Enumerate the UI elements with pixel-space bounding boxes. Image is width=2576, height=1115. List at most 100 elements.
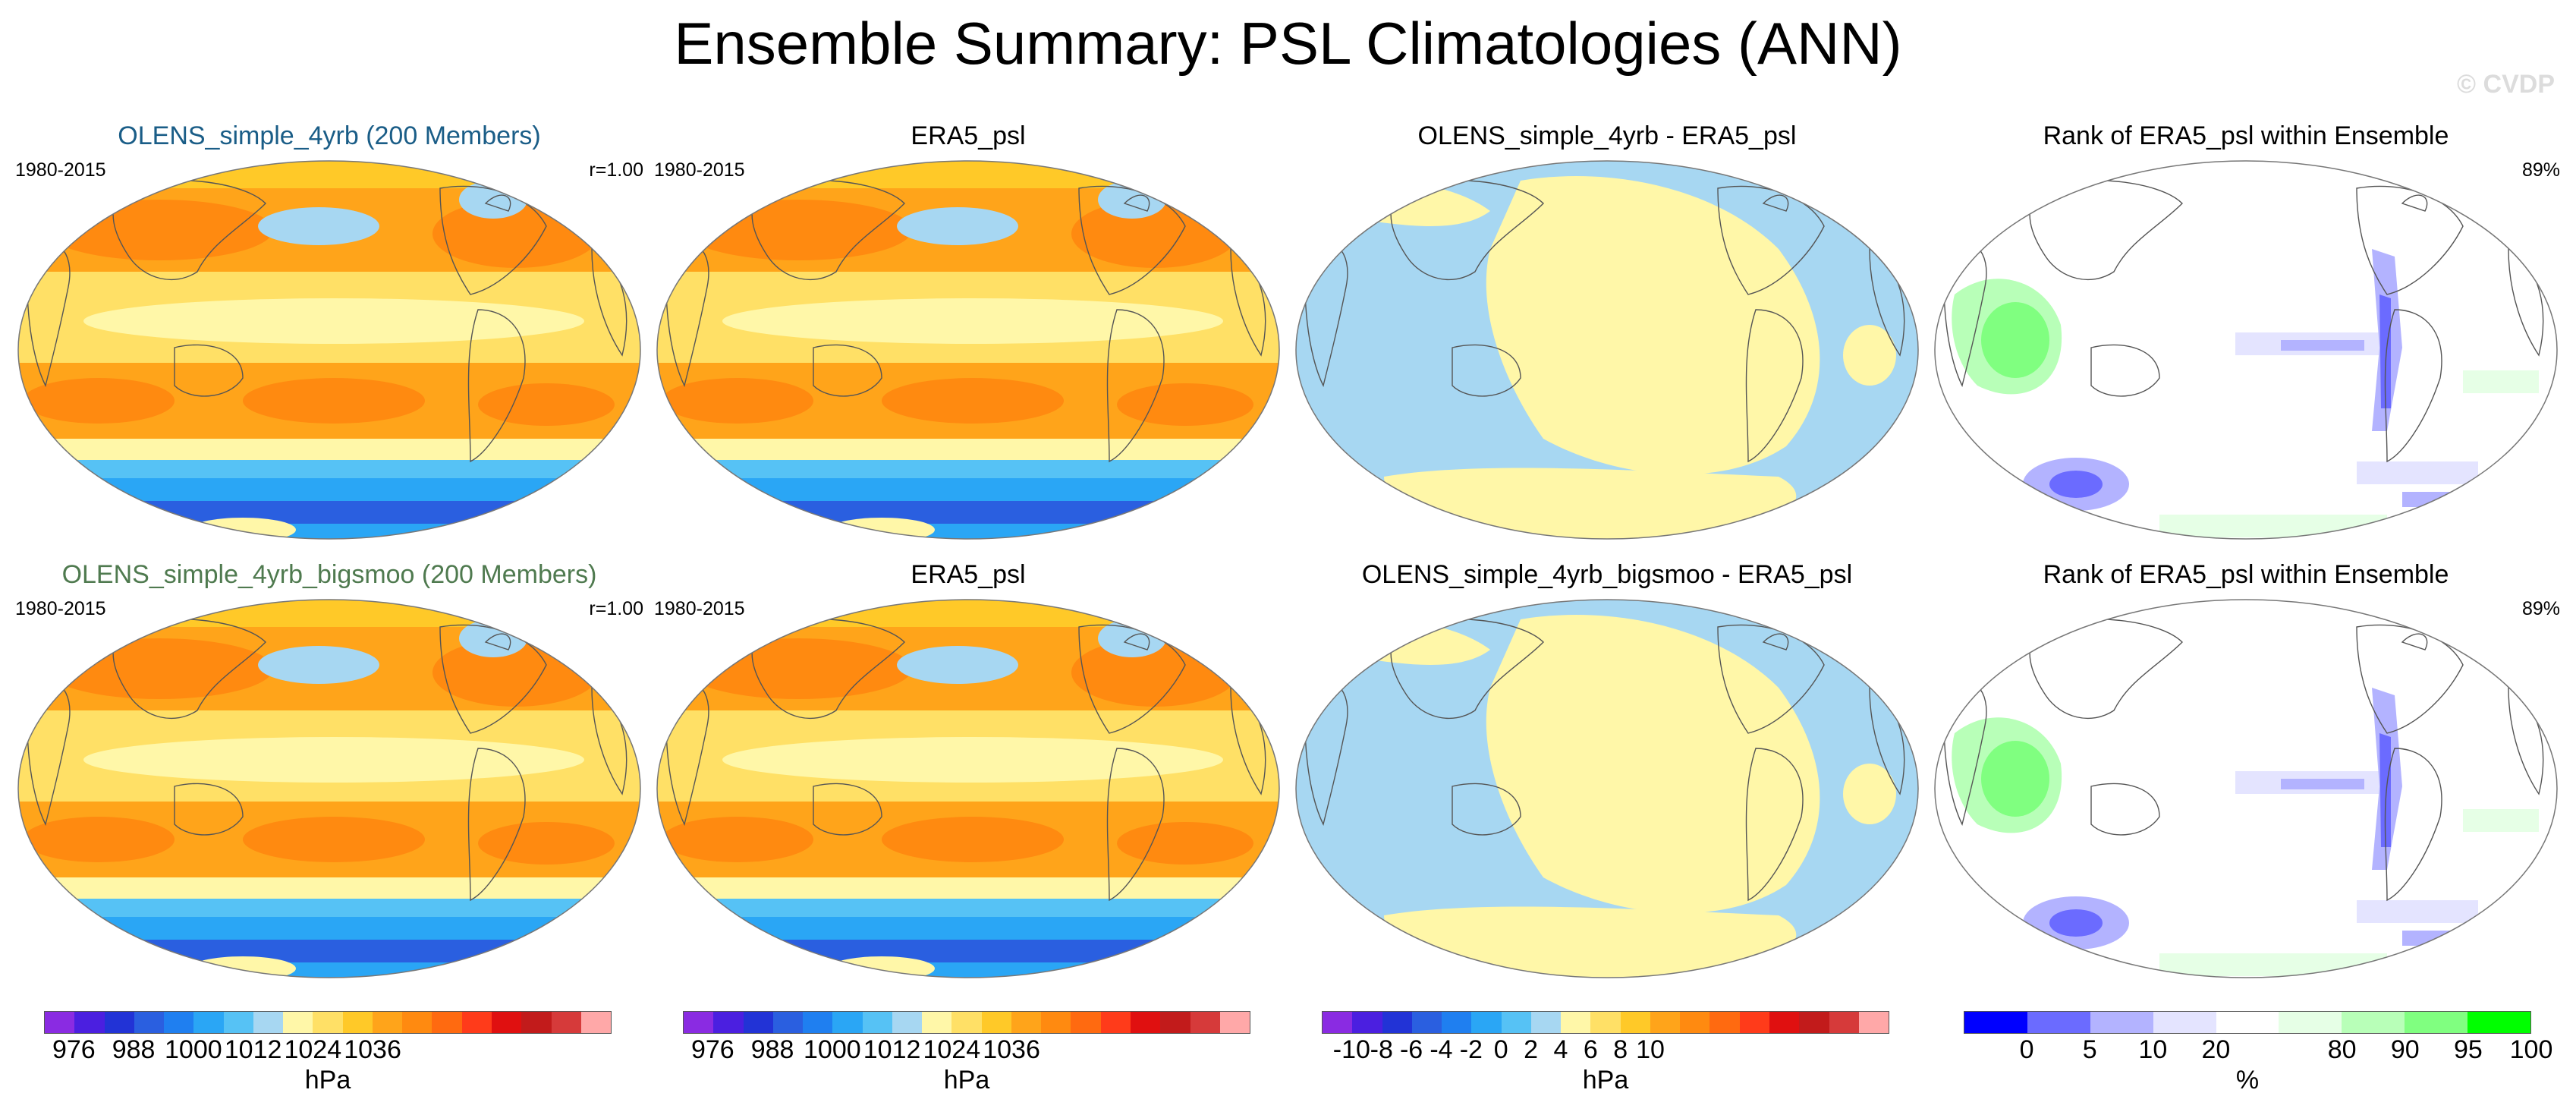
panel-title-r1c4: Rank of ERA5_psl within Ensemble <box>2043 121 2449 150</box>
colorbar-tick-label: 0 <box>1493 1035 1508 1064</box>
map-panel-r1c4 <box>1934 160 2558 540</box>
colorbar-swatch <box>74 1012 105 1033</box>
colorbar-swatch <box>1530 1012 1562 1033</box>
colorbar-tick-label: 1036 <box>983 1035 1040 1064</box>
colorbar-swatches <box>44 1011 612 1034</box>
colorbar-ticks: 0 5 10 20 80 90 95 100 <box>1964 1034 2553 1064</box>
colorbar-tick-label: 1036 <box>344 1035 401 1064</box>
colorbar-swatch <box>892 1012 923 1033</box>
colorbar-swatch <box>342 1012 373 1033</box>
colorbar-swatch <box>803 1012 833 1033</box>
colorbar-swatch <box>1561 1012 1591 1033</box>
colorbar-swatch <box>862 1012 892 1033</box>
colorbar-tick-label: 0 <box>2019 1035 2034 1064</box>
colorbar-swatch <box>2405 1012 2468 1033</box>
colorbar-swatch <box>134 1012 165 1033</box>
map-panel-r2c1 <box>17 599 641 978</box>
colorbar-swatch <box>1501 1012 1531 1033</box>
colorbar-swatch <box>491 1012 522 1033</box>
panel-stat-r2c4: 89% <box>2521 598 2560 619</box>
colorbar-swatch <box>1219 1012 1250 1033</box>
colorbar-tick-label: -10 <box>1332 1035 1370 1064</box>
panel-title-r1c3: OLENS_simple_4yrb - ERA5_psl <box>1417 121 1797 150</box>
colorbar-swatch <box>164 1012 194 1033</box>
colorbar-swatch <box>283 1012 313 1033</box>
colorbar-tick-label: 4 <box>1553 1035 1568 1064</box>
colorbar-swatch <box>684 1012 714 1033</box>
colorbar-swatch <box>223 1012 253 1033</box>
colorbar-swatch <box>951 1012 982 1033</box>
colorbar-tick-label: 1024 <box>923 1035 981 1064</box>
colorbar-swatch <box>1471 1012 1502 1033</box>
colorbar-swatch <box>1411 1012 1442 1033</box>
colorbar-3: -10 -8 -6 -4 -2 0 2 4 6 8 10 hPa <box>1322 1011 1889 1095</box>
colorbar-tick-label: 10 <box>2138 1035 2168 1064</box>
colorbar-tick-label: -6 <box>1399 1035 1423 1064</box>
colorbar-swatch <box>1100 1012 1131 1033</box>
colorbar-swatch <box>1442 1012 1472 1033</box>
panel-stat-r1c1: r=1.00 <box>589 159 643 181</box>
colorbar-swatch <box>1799 1012 1829 1033</box>
colorbar-swatch <box>1160 1012 1190 1033</box>
colorbar-swatch <box>1650 1012 1681 1033</box>
colorbar-swatch <box>1041 1012 1071 1033</box>
panel-period-r2c2: 1980-2015 <box>654 598 745 619</box>
colorbar-swatch <box>45 1012 75 1033</box>
colorbar-swatch <box>521 1012 552 1033</box>
colorbar-swatch <box>1739 1012 1769 1033</box>
colorbar-1: 976 988 1000 1012 1024 1036 hPa <box>44 1011 612 1095</box>
colorbar-ticks: 976 988 1000 1012 1024 1036 <box>44 1034 612 1064</box>
colorbar-tick-label: 1012 <box>863 1035 921 1064</box>
colorbar-swatch <box>1769 1012 1800 1033</box>
panel-title-r2c1: OLENS_simple_4yrb_bigsmoo (200 Members) <box>61 560 597 589</box>
colorbar-tick-label: -4 <box>1430 1035 1453 1064</box>
map-panel-r2c4 <box>1934 599 2558 978</box>
colorbar-swatch <box>1190 1012 1220 1033</box>
colorbar-swatch <box>1352 1012 1382 1033</box>
colorbar-tick-label: -2 <box>1459 1035 1483 1064</box>
colorbar-swatch <box>1590 1012 1621 1033</box>
colorbar-swatch <box>1382 1012 1412 1033</box>
map-panel-r2c3 <box>1295 599 1919 978</box>
colorbar-unit: % <box>2235 1066 2260 1095</box>
colorbar-swatch <box>832 1012 863 1033</box>
panel-period-r1c2: 1980-2015 <box>654 159 745 181</box>
colorbar-tick-label: 10 <box>1636 1035 1665 1064</box>
panel-period-r2c1: 1980-2015 <box>15 598 106 619</box>
map-panel-r1c3 <box>1295 160 1919 540</box>
colorbar-swatch <box>461 1012 492 1033</box>
colorbar-tick-label: 2 <box>1524 1035 1539 1064</box>
colorbar-tick-label: 1000 <box>165 1035 222 1064</box>
colorbar-ticks: -10 -8 -6 -4 -2 0 2 4 6 8 10 <box>1322 1034 1889 1064</box>
colorbar-swatch <box>1829 1012 1859 1033</box>
colorbar-tick-label: 100 <box>2509 1035 2553 1064</box>
colorbar-swatch <box>402 1012 432 1033</box>
colorbar-swatch <box>1858 1012 1889 1033</box>
colorbar-tick-label: 1000 <box>804 1035 861 1064</box>
map-panel-r1c2 <box>656 160 1280 540</box>
panel-stat-r1c4: 89% <box>2521 159 2560 181</box>
colorbar-swatch <box>1709 1012 1740 1033</box>
colorbar-swatches <box>683 1011 1250 1034</box>
colorbar-swatch <box>104 1012 134 1033</box>
colorbar-tick-label: 20 <box>2201 1035 2231 1064</box>
colorbar-swatch <box>580 1012 612 1033</box>
colorbar-swatch <box>2279 1012 2342 1033</box>
colorbar-swatch <box>2153 1012 2216 1033</box>
colorbar-tick-label: 80 <box>2327 1035 2357 1064</box>
panel-title-r1c2: ERA5_psl <box>911 121 1026 150</box>
colorbar-tick-label: 988 <box>750 1035 794 1064</box>
colorbar-tick-label: 1024 <box>284 1035 342 1064</box>
map-panel-r2c2 <box>656 599 1280 978</box>
colorbar-unit: hPa <box>304 1066 351 1095</box>
colorbar-swatch <box>2216 1012 2279 1033</box>
colorbar-tick-label: 976 <box>690 1035 734 1064</box>
colorbar-tick-label: 1012 <box>224 1035 282 1064</box>
colorbar-swatch <box>743 1012 773 1033</box>
colorbar-swatch <box>981 1012 1011 1033</box>
colorbar-unit: hPa <box>1582 1066 1629 1095</box>
colorbar-swatch <box>2027 1012 2090 1033</box>
colorbar-swatch <box>1011 1012 1042 1033</box>
colorbar-tick-label: 6 <box>1583 1035 1598 1064</box>
colorbar-unit: hPa <box>943 1066 990 1095</box>
